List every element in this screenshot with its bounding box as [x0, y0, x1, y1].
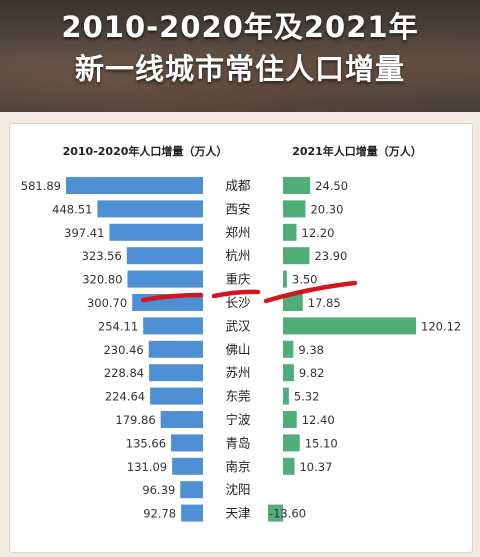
city-label: 苏州 — [225, 365, 250, 380]
city-label: 南京 — [225, 459, 250, 474]
left-bar — [143, 317, 203, 335]
left-value-label: 254.11 — [98, 319, 138, 333]
city-label: 宁波 — [225, 412, 251, 427]
left-value-label: 320.80 — [82, 273, 122, 287]
left-value-label: 135.66 — [126, 436, 166, 450]
left-value-label: 397.41 — [64, 226, 104, 240]
left-value-label: 179.86 — [115, 413, 155, 427]
left-chart-title: 2010-2020年人口增量（万人） — [63, 144, 228, 158]
city-label: 成都 — [225, 178, 251, 193]
right-value-label: 120.12 — [421, 319, 461, 333]
right-value-label: 3.50 — [292, 273, 318, 287]
right-value-label: 9.82 — [299, 366, 325, 380]
chart-panel — [9, 123, 473, 553]
right-value-label: 20.30 — [310, 202, 343, 216]
right-bar — [283, 294, 303, 311]
annotation-marks — [140, 280, 358, 304]
left-bar — [172, 457, 203, 475]
left-bar — [97, 200, 203, 218]
city-label: 重庆 — [225, 272, 251, 287]
right-value-label: 23.90 — [314, 249, 347, 263]
highlight-underline — [140, 292, 204, 303]
right-value-label: 5.32 — [294, 390, 320, 404]
left-bar — [150, 387, 203, 405]
right-value-label: 10.37 — [299, 460, 332, 474]
left-value-label: 131.09 — [127, 460, 167, 474]
city-label: 武汉 — [225, 318, 251, 333]
right-bar — [283, 247, 310, 265]
right-bar — [283, 457, 295, 475]
left-value-label: 230.46 — [103, 343, 143, 357]
right-bar — [283, 434, 300, 452]
city-label: 沈阳 — [225, 482, 250, 497]
right-value-label: 12.20 — [302, 226, 335, 240]
left-value-label: 228.84 — [104, 366, 144, 380]
right-value-label: 17.85 — [308, 296, 341, 310]
city-label: 杭州 — [225, 248, 250, 263]
highlight-underline — [211, 289, 261, 299]
left-bar — [148, 340, 203, 358]
right-bar — [283, 270, 287, 288]
right-value-label: 9.38 — [298, 343, 324, 357]
right-chart-title: 2021年人口增量（万人） — [292, 144, 422, 158]
left-value-label: 448.51 — [52, 202, 92, 216]
left-value-label: 224.64 — [105, 390, 145, 404]
right-bar — [283, 177, 311, 194]
left-value-label: 92.78 — [143, 507, 176, 521]
left-value-label: 96.39 — [142, 483, 175, 497]
right-value-label: 24.50 — [315, 179, 348, 193]
right-bar — [267, 504, 283, 522]
city-label: 东莞 — [225, 389, 250, 404]
left-bar — [149, 364, 203, 382]
right-bar — [283, 364, 294, 382]
left-bar — [66, 177, 203, 194]
right-bar — [283, 223, 297, 241]
right-bar — [283, 411, 297, 428]
right-value-label: 15.10 — [305, 436, 338, 450]
left-value-label: 300.70 — [87, 296, 127, 310]
left-bar — [126, 247, 203, 265]
chart-rows: 581.89 成都 24.50 448.51 西安 20.30 397.41 郑州 12.20 3… — [21, 177, 461, 522]
right-value-label: -13.60 — [269, 507, 306, 521]
right-bar — [283, 387, 289, 405]
title-line-2: 新一线城市常住人口增量 — [74, 52, 405, 86]
left-bar — [181, 504, 203, 522]
city-label: 长沙 — [225, 295, 251, 310]
left-bar — [180, 481, 203, 499]
right-bar — [283, 317, 416, 335]
city-label: 青岛 — [225, 435, 250, 450]
city-label: 佛山 — [225, 342, 250, 357]
left-value-label: 323.56 — [82, 249, 122, 263]
left-value-label: 581.89 — [21, 179, 61, 193]
left-bar — [127, 270, 203, 288]
header-banner: 2010-2020年及2021年 新一线城市常住人口增量 — [0, 0, 480, 112]
right-bar — [283, 340, 294, 358]
left-bar — [171, 434, 203, 452]
title-line-1: 2010-2020年及2021年 — [61, 10, 419, 44]
highlight-underline — [263, 280, 358, 304]
right-value-label: 12.40 — [302, 413, 335, 427]
right-bar — [283, 200, 306, 218]
city-label: 西安 — [225, 201, 250, 216]
city-label: 天津 — [225, 506, 250, 521]
left-bar — [160, 411, 203, 428]
left-bar — [109, 223, 203, 241]
city-label: 郑州 — [225, 225, 250, 240]
